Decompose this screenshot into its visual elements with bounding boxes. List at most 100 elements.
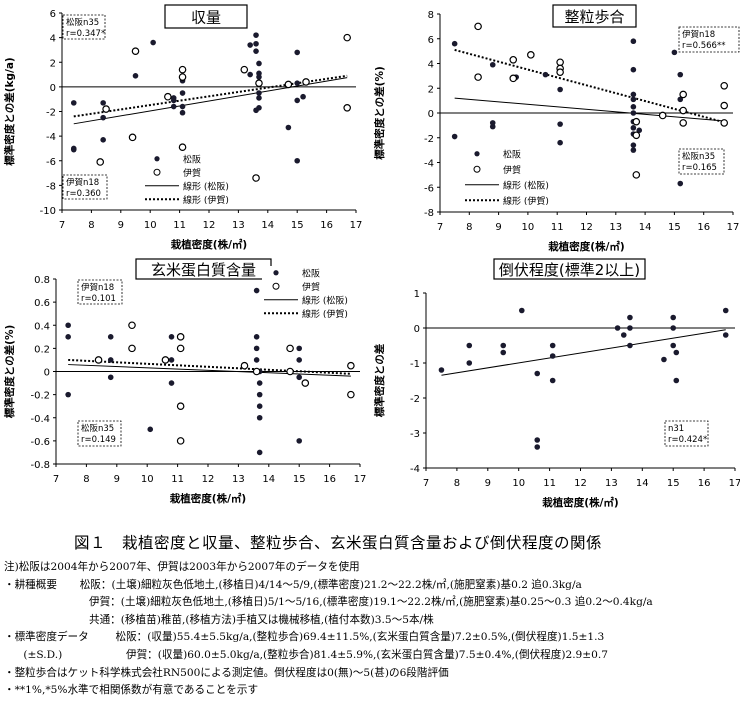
point-matsusaka (630, 125, 637, 131)
point-matsusaka (65, 334, 71, 340)
legend-box (463, 146, 561, 208)
x-tick-label: 17 (350, 220, 363, 231)
point-iga (96, 158, 105, 166)
point-matsusaka (557, 139, 563, 146)
point-matsusaka (256, 90, 262, 96)
point-iga (284, 80, 293, 89)
point-iga (176, 344, 185, 353)
point-iga (176, 333, 185, 341)
y-tick-label: -0.2 (30, 391, 50, 402)
x-tick-label: 11 (551, 222, 564, 233)
point-matsusaka (296, 374, 303, 381)
point-matsusaka (630, 104, 637, 110)
point-iga (679, 106, 687, 115)
point-iga (301, 379, 310, 387)
x-tick-label: 10 (522, 222, 535, 233)
x-tick-label: 7 (59, 220, 65, 231)
point-matsusaka (673, 349, 680, 356)
y-tick-label: -6 (46, 157, 56, 168)
y-tick-label: -2 (410, 394, 420, 405)
note-outline-row: ・耕種概要 松阪：(土壌)細粒灰色低地土,(移植日)4/14～5/9,(標準密度… (4, 577, 653, 595)
point-matsusaka (168, 334, 175, 340)
fit-line-iga (454, 48, 725, 124)
stats-box (62, 174, 108, 200)
note-std-iga-row: (±S.D.) 伊賀：(収量)60.0±5.0kg/a,(整粒歩合)81.4±5… (4, 647, 653, 665)
x-tick-label: 9 (485, 478, 491, 489)
y-tick-label: -4 (410, 464, 420, 475)
legend-label: 伊賀 (302, 281, 320, 293)
y-tick-label: 0 (44, 368, 50, 379)
stats-box (664, 420, 709, 447)
point-matsusaka (296, 438, 303, 444)
note-outline-common: 共通：(移植苗)稚苗,(移植方法)手植又は機械移植,(植付本数)3.5～5本/株 (89, 613, 434, 626)
x-tick-label: 12 (202, 474, 215, 485)
point-matsusaka (534, 444, 541, 450)
point-iga (343, 104, 351, 112)
point-iga (128, 344, 136, 353)
x-tick-label: 11 (543, 478, 556, 489)
stats-box (678, 26, 740, 53)
point-matsusaka (70, 100, 77, 106)
legend-label: 伊賀 (183, 167, 201, 179)
chart-title-box (552, 4, 637, 28)
y-tick-label: 2 (428, 84, 434, 95)
point-matsusaka (170, 97, 177, 104)
point-iga (240, 65, 249, 74)
stats-site: 松阪n35 (81, 423, 114, 434)
legend-label: 松阪 (503, 148, 521, 160)
point-iga (102, 105, 110, 113)
x-tick-label: 17 (354, 474, 367, 485)
note-signif: ・**1%,*5%水準で相関係数が有意であることを示す (4, 684, 259, 697)
point-matsusaka (253, 32, 259, 38)
note-std-matsusaka: 松阪：(収量)55.4±5.5kg/a,(整粒歩合)69.4±11.5%,(玄米… (115, 631, 605, 644)
y-tick-label: -0.4 (30, 414, 50, 425)
x-axis-label: 栽植密度(株/㎡) (542, 496, 618, 509)
x-tick-label: 8 (454, 478, 460, 489)
x-axis-label: 栽植密度(株/㎡) (170, 492, 246, 505)
chart-protein: -0.8 -0.6 -0.4 -0.2 0 0.2 0.4 0.6 0.8 7 8 9 10 11 12 13… (3, 258, 367, 505)
point-matsusaka (294, 97, 301, 104)
x-tick-label: 10 (512, 478, 525, 489)
x-axis-label: 栽植密度(株/㎡) (171, 238, 247, 251)
point-matsusaka (534, 370, 541, 377)
point-matsusaka (670, 314, 676, 321)
point-matsusaka (170, 103, 177, 110)
point-matsusaka (677, 180, 684, 187)
stats-site: 伊賀n18 (682, 29, 715, 40)
point-matsusaka (256, 60, 262, 67)
x-tick-label: 17 (727, 222, 740, 233)
chart-title: 整粒歩合 (564, 8, 624, 26)
y-axis-label: 標準密度との差 (373, 343, 386, 417)
y-tick-label: 4 (50, 34, 56, 45)
x-tick-label: 14 (262, 474, 275, 485)
legend-label: 線形 (伊賀) (503, 195, 549, 207)
point-matsusaka (630, 110, 637, 116)
point-matsusaka (636, 127, 643, 134)
x-tick-label: 8 (83, 474, 89, 485)
point-matsusaka (627, 325, 633, 331)
x-tick-label: 14 (261, 220, 274, 231)
chart-title: 収量 (191, 9, 221, 27)
point-matsusaka (253, 107, 259, 114)
x-tick-label: 9 (114, 474, 120, 485)
legend-label: 伊賀 (503, 164, 521, 176)
y-tick-label: 0 (428, 109, 434, 120)
legend-label: 線形 (伊賀) (183, 194, 229, 206)
point-iga (255, 79, 263, 87)
legend-label: 線形 (伊賀) (302, 308, 348, 320)
y-tick-label: 2 (50, 58, 56, 69)
point-iga (556, 58, 564, 67)
point-matsusaka (549, 353, 556, 359)
point-matsusaka (253, 40, 259, 47)
point-matsusaka (107, 334, 114, 340)
point-matsusaka (620, 332, 627, 338)
stats-r: r=0.566** (682, 41, 725, 51)
point-matsusaka (253, 287, 260, 294)
point-iga (131, 47, 140, 55)
stats-box (77, 420, 122, 447)
point-matsusaka (256, 403, 263, 409)
x-tick-label: 17 (729, 478, 740, 489)
